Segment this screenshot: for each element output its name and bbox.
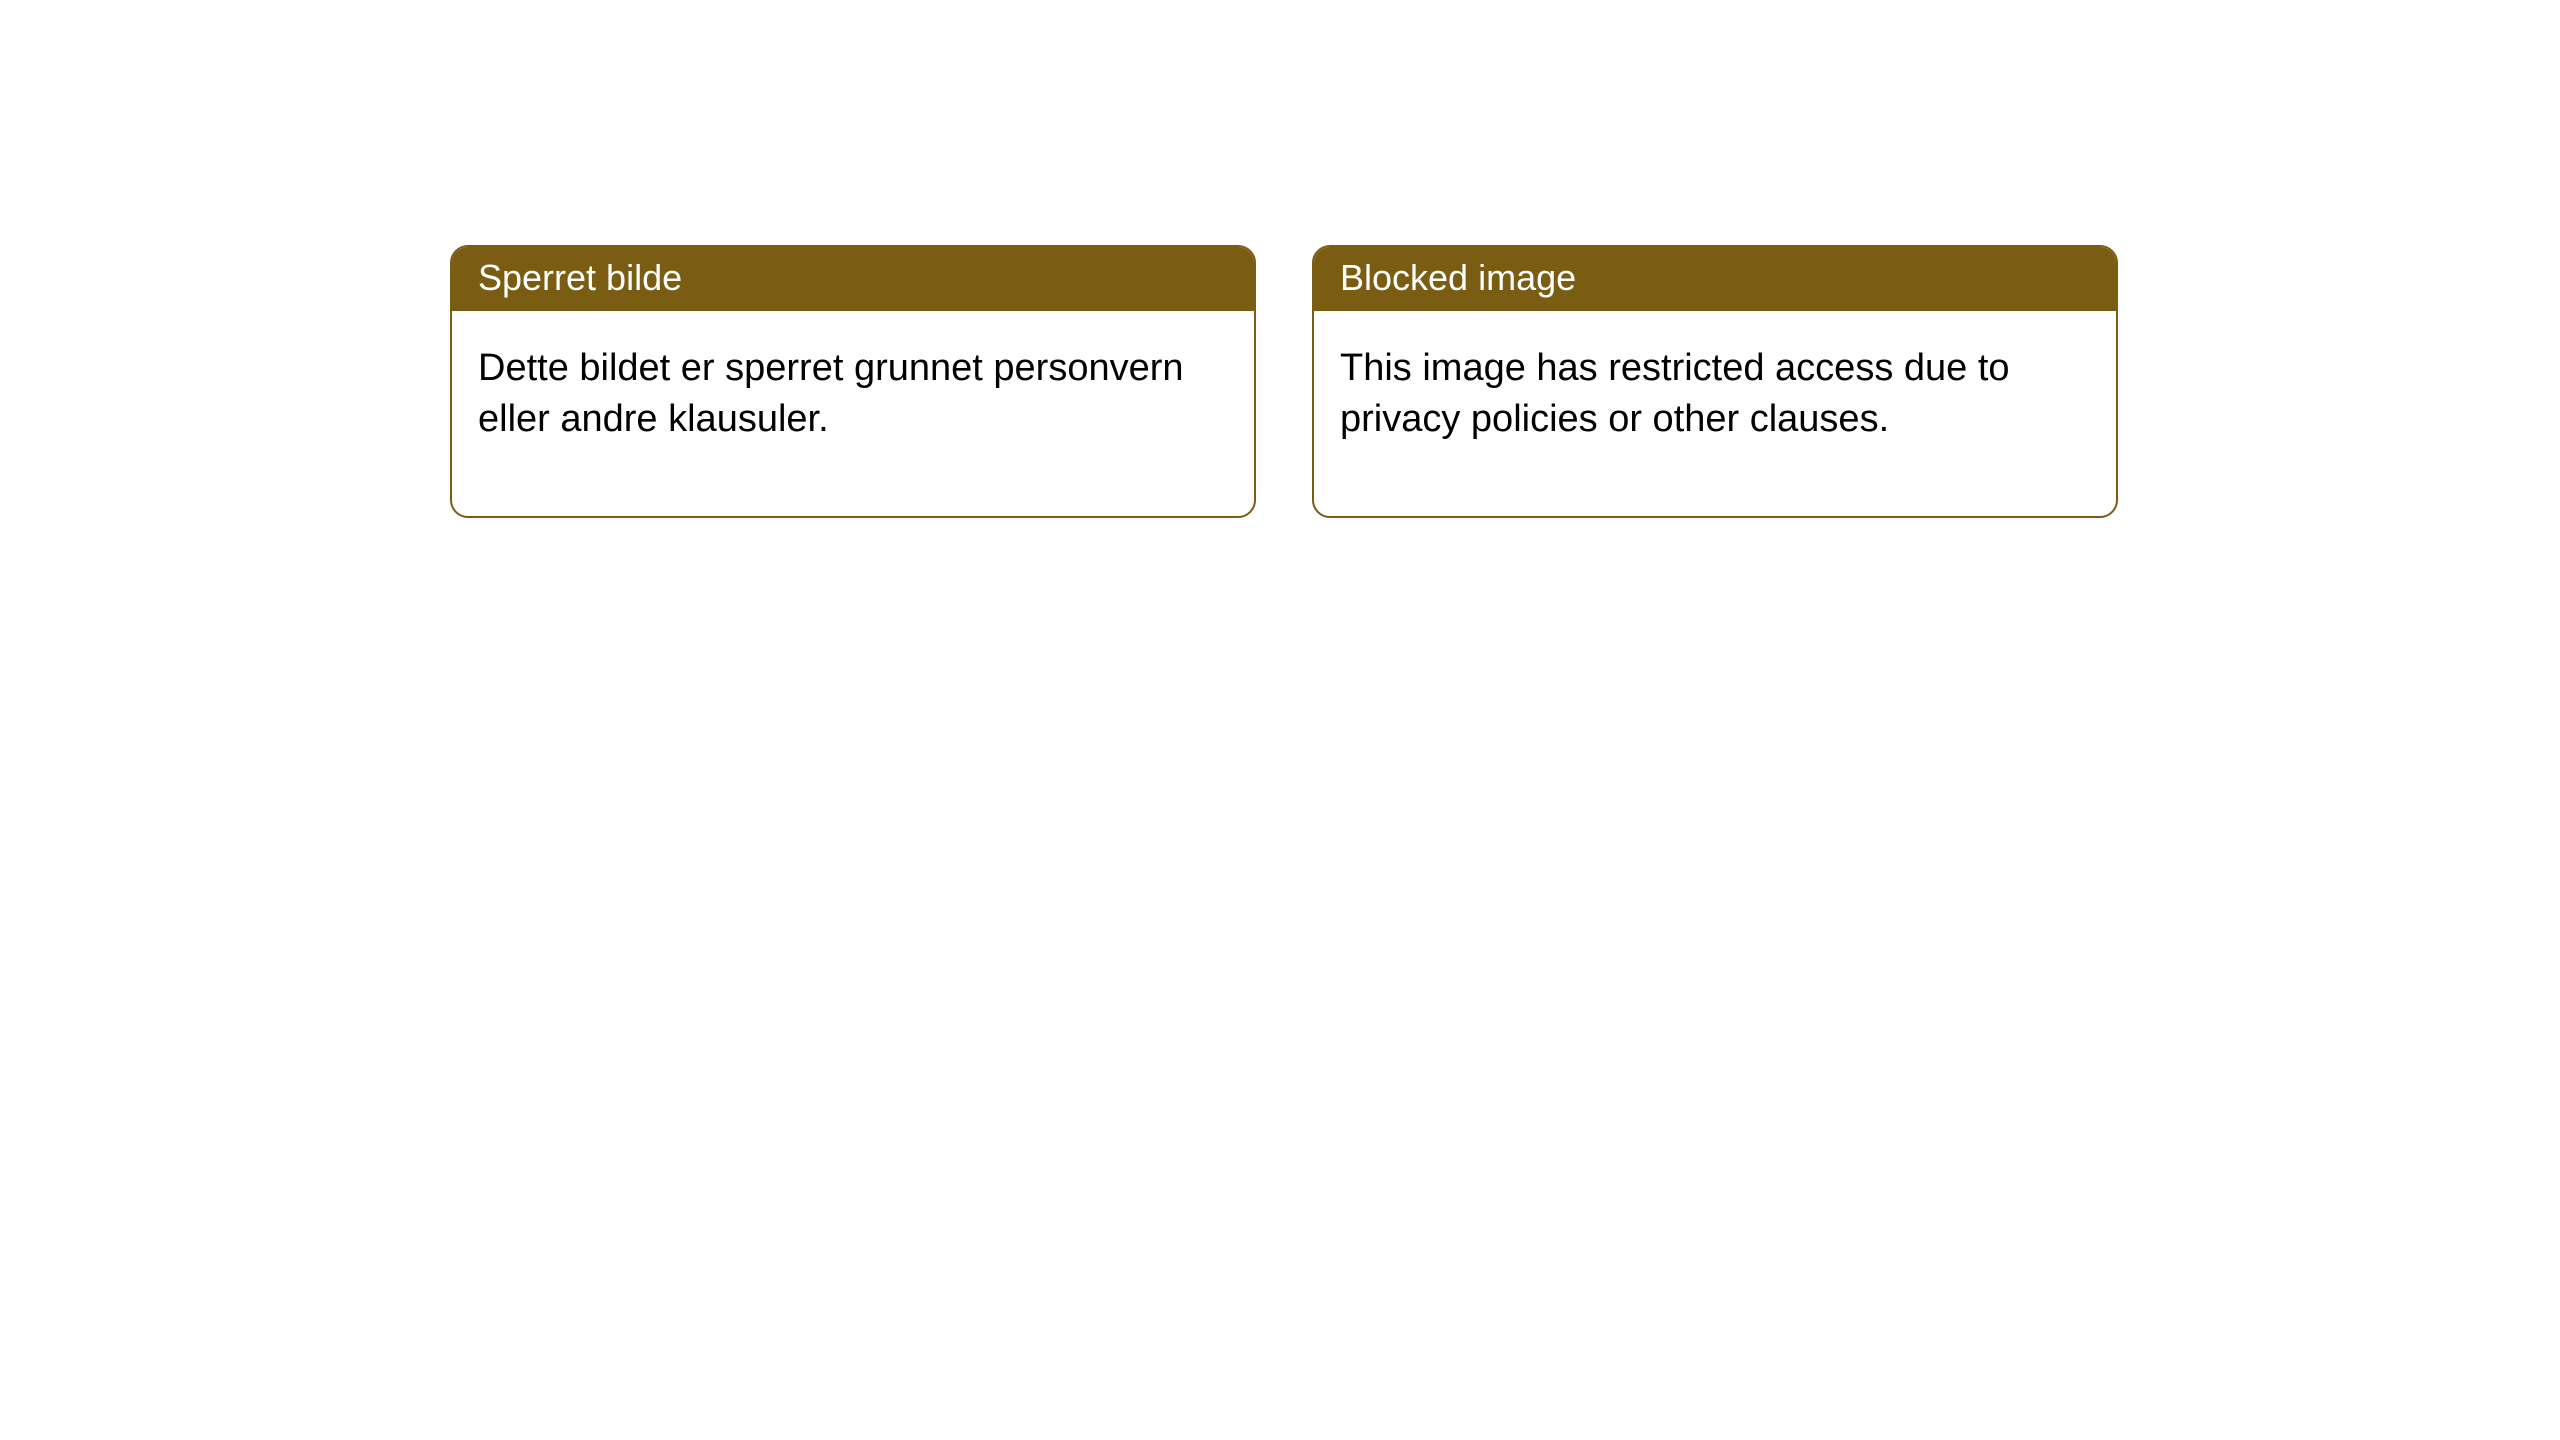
notice-title-en: Blocked image — [1314, 247, 2116, 311]
notice-container: Sperret bilde Dette bildet er sperret gr… — [0, 0, 2560, 518]
notice-body-no: Dette bildet er sperret grunnet personve… — [452, 311, 1254, 516]
notice-card-no: Sperret bilde Dette bildet er sperret gr… — [450, 245, 1256, 518]
notice-card-en: Blocked image This image has restricted … — [1312, 245, 2118, 518]
notice-title-no: Sperret bilde — [452, 247, 1254, 311]
notice-body-en: This image has restricted access due to … — [1314, 311, 2116, 516]
